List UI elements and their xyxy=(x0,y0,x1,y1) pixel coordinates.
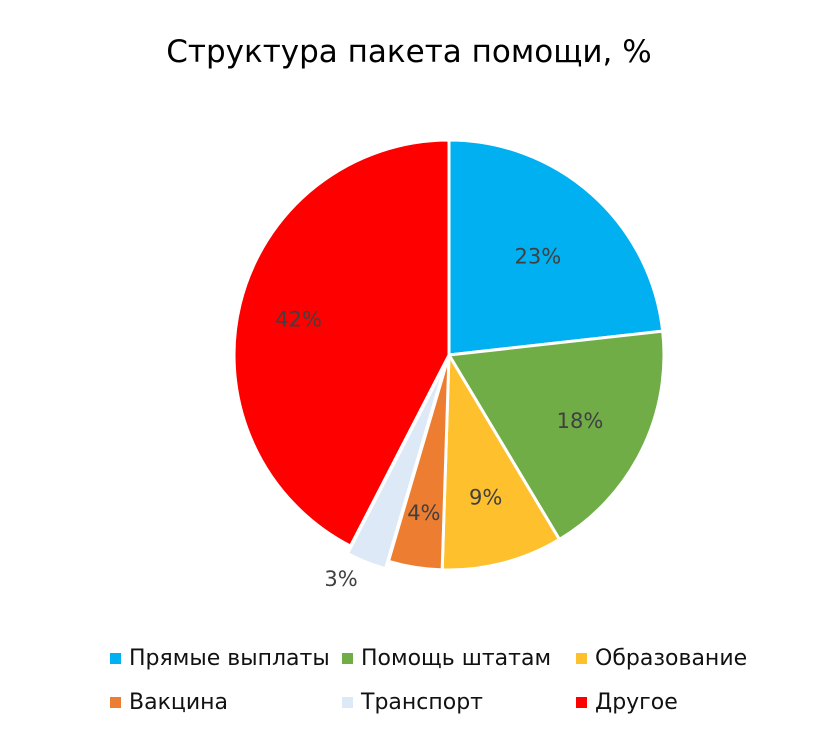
data-label-3: 9% xyxy=(469,486,502,510)
pie-slice-2 xyxy=(446,329,666,542)
pie-slice-3 xyxy=(440,349,562,572)
pie-slice-1 xyxy=(447,138,665,357)
data-label-1: 23% xyxy=(515,245,562,269)
pie-slice-5 xyxy=(345,361,448,571)
pie-slice-6 xyxy=(232,138,451,549)
data-label-4: 4% xyxy=(407,501,440,525)
data-label-2: 18% xyxy=(557,409,604,433)
data-label-6: 42% xyxy=(275,308,322,332)
chart-title: Структура пакета помощи, % xyxy=(166,34,652,70)
data-label-5: 3% xyxy=(324,567,357,591)
